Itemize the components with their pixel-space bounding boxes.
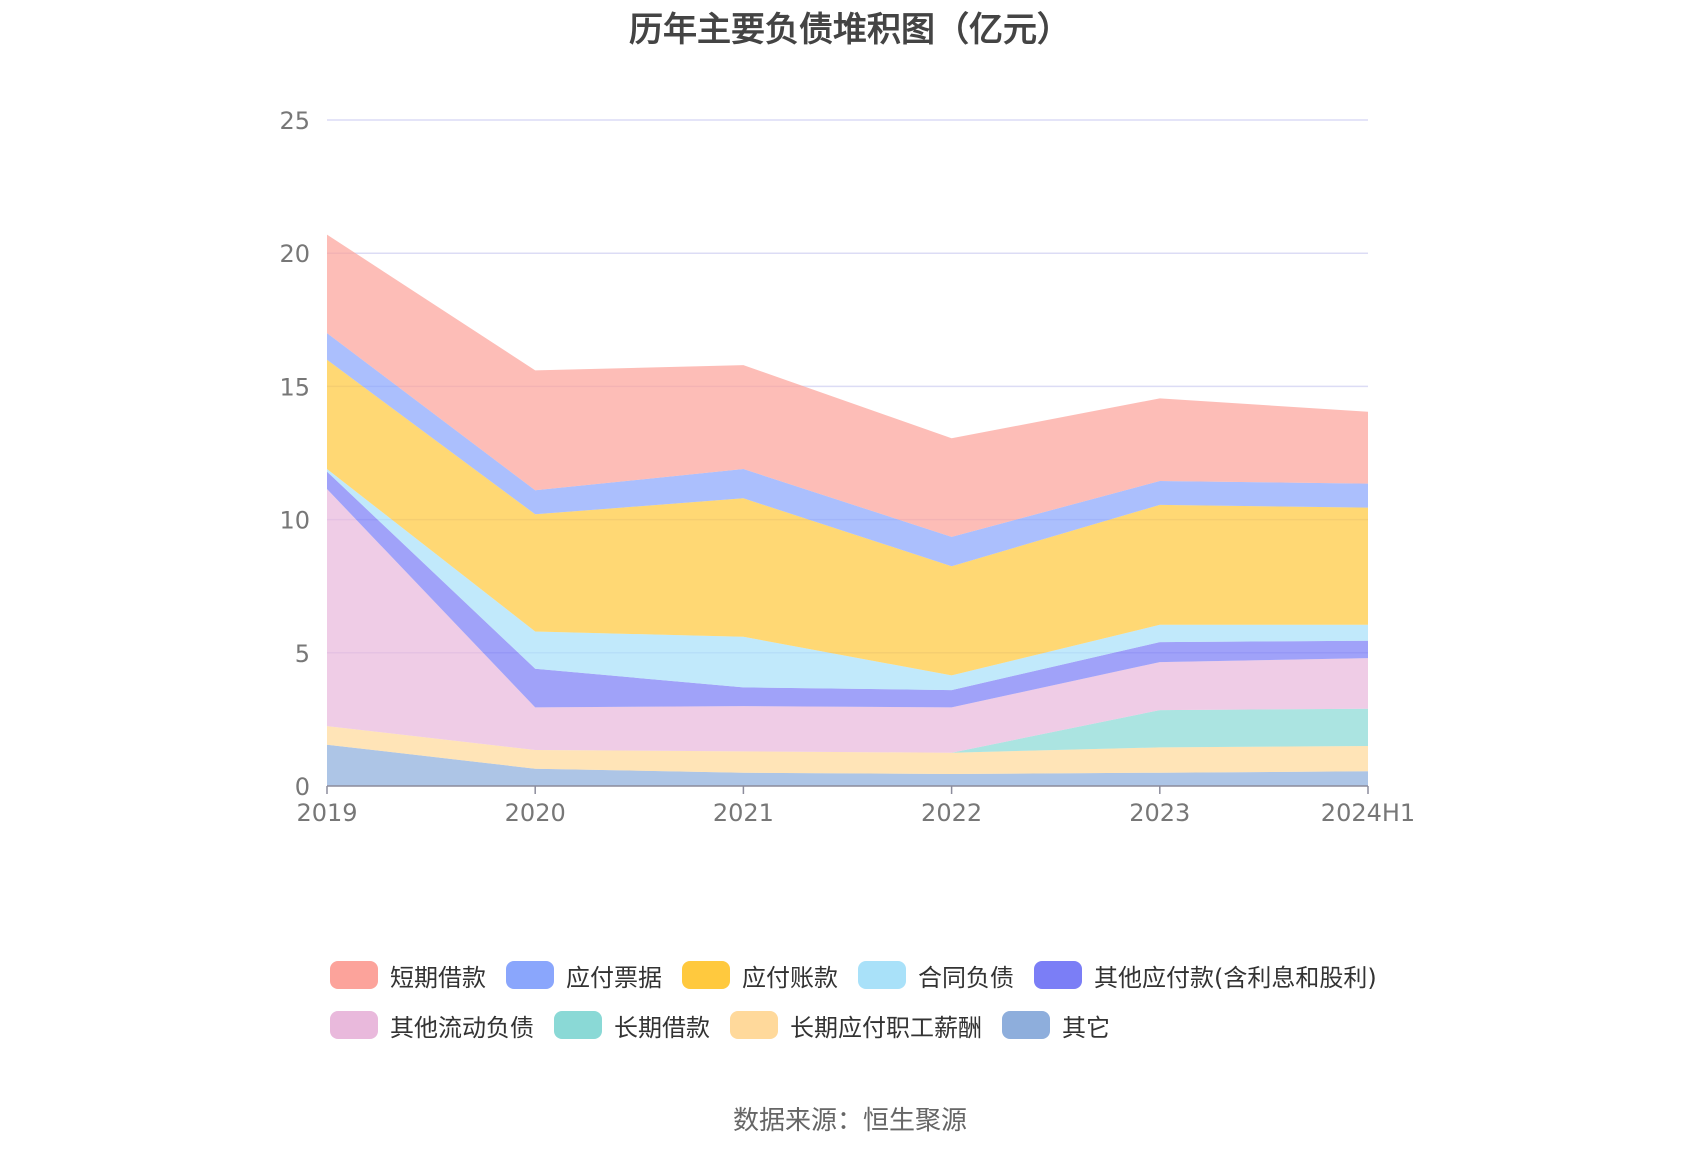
legend-swatch xyxy=(730,1011,778,1039)
legend-item-contract-liabilities[interactable]: 合同负债 xyxy=(858,958,1014,993)
x-tick-label: 2020 xyxy=(505,799,566,827)
legend-label: 应付票据 xyxy=(566,963,662,992)
y-tick-label: 15 xyxy=(279,373,310,401)
area-series-6 xyxy=(327,359,1368,676)
data-source: 数据来源：恒生聚源 xyxy=(732,1106,967,1136)
legend-item-other[interactable]: 其它 xyxy=(1002,1008,1110,1043)
chart-legend: 短期借款 应付票据 应付账款 合同负债 其他应付款(含利息和股利) 其他流动负债… xyxy=(330,950,1430,1050)
y-tick-label: 5 xyxy=(295,640,310,668)
legend-item-short-term-loans[interactable]: 短期借款 xyxy=(330,958,486,993)
x-tick-label: 2021 xyxy=(713,799,774,827)
area-series-3 xyxy=(327,489,1368,753)
x-tick-label: 2023 xyxy=(1129,799,1190,827)
legend-label: 短期借款 xyxy=(390,963,486,992)
legend-label: 其他流动负债 xyxy=(390,1013,534,1042)
area-series-1 xyxy=(327,726,1368,774)
legend-swatch xyxy=(682,961,730,989)
area-series-7 xyxy=(327,333,1368,567)
legend-row-2: 其他流动负债 长期借款 长期应付职工薪酬 其它 xyxy=(330,1000,1430,1050)
x-tick-label: 2019 xyxy=(296,799,357,827)
legend-swatch xyxy=(858,961,906,989)
legend-label: 其他应付款(含利息和股利) xyxy=(1094,963,1377,992)
legend-item-long-term-employee-payables[interactable]: 长期应付职工薪酬 xyxy=(730,1008,982,1043)
stacked-area-chart: 0 5 10 15 20 25 2019 2020 2021 2022 2023 2024H1 xyxy=(279,107,1415,827)
legend-swatch xyxy=(1034,961,1082,989)
legend-swatch xyxy=(330,1011,378,1039)
chart-title: 历年主要负债堆积图（亿元） xyxy=(629,10,1071,50)
legend-swatch xyxy=(506,961,554,989)
y-tick-label: 10 xyxy=(279,507,310,535)
legend-item-other-payables[interactable]: 其他应付款(含利息和股利) xyxy=(1034,958,1377,993)
area-series-5 xyxy=(327,469,1368,691)
legend-label: 长期借款 xyxy=(614,1013,710,1042)
x-tick-label: 2022 xyxy=(921,799,982,827)
y-tick-label: 25 xyxy=(279,107,310,135)
y-tick-label: 0 xyxy=(295,773,310,801)
legend-swatch xyxy=(554,1011,602,1039)
legend-swatch xyxy=(1002,1011,1050,1039)
legend-item-long-term-loans[interactable]: 长期借款 xyxy=(554,1008,710,1043)
area-series-0 xyxy=(327,744,1368,786)
legend-label: 应付账款 xyxy=(742,963,838,992)
legend-item-accounts-payable[interactable]: 应付账款 xyxy=(682,958,838,993)
legend-label: 合同负债 xyxy=(918,963,1014,992)
legend-row-1: 短期借款 应付票据 应付账款 合同负债 其他应付款(含利息和股利) xyxy=(330,950,1430,1000)
legend-label: 其它 xyxy=(1062,1013,1110,1042)
x-tick-label: 2024H1 xyxy=(1321,799,1415,827)
legend-label: 长期应付职工薪酬 xyxy=(790,1013,982,1042)
y-tick-label: 20 xyxy=(279,240,310,268)
legend-item-notes-payable[interactable]: 应付票据 xyxy=(506,958,662,993)
area-series-8 xyxy=(327,234,1368,537)
legend-item-other-current-liabilities[interactable]: 其他流动负债 xyxy=(330,1008,534,1043)
area-series-2 xyxy=(327,708,1368,753)
legend-swatch xyxy=(330,961,378,989)
